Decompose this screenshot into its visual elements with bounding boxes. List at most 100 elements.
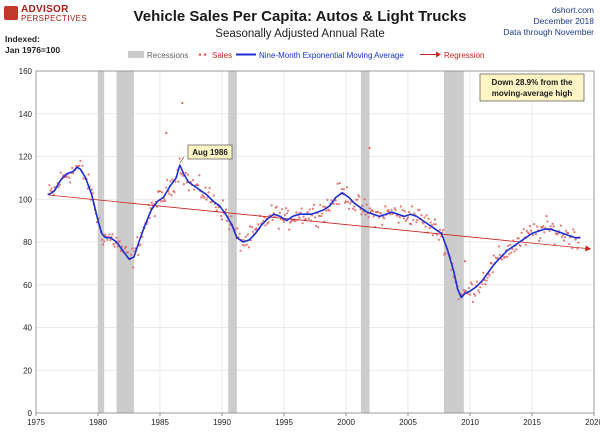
sales-dot-66 xyxy=(115,236,118,239)
sales-dot-261 xyxy=(317,226,320,229)
sales-dot-353 xyxy=(412,219,415,222)
sales-dot-98 xyxy=(148,217,151,220)
sales-dot-23 xyxy=(71,166,74,169)
sales-dot-87 xyxy=(137,253,140,256)
sales-dot-291 xyxy=(348,207,351,210)
sales-dot-359 xyxy=(418,208,421,211)
sales-dot-244 xyxy=(299,211,302,214)
chart-subtitle: Seasonally Adjusted Annual Rate xyxy=(215,28,385,40)
x-tick-label-4: 1995 xyxy=(275,418,293,427)
sales-dot-258 xyxy=(313,216,317,219)
sales-dot-69 xyxy=(118,240,121,243)
y-tick-label-1: 20 xyxy=(23,366,32,375)
sales-dot-473 xyxy=(536,225,539,228)
sales-dot-497 xyxy=(560,236,564,239)
sales-dot-279 xyxy=(335,203,338,206)
sales-dot-354 xyxy=(413,212,416,215)
sales-dot-208 xyxy=(262,219,265,222)
regression-line xyxy=(48,194,586,249)
sales-dot-472 xyxy=(535,233,538,236)
sales-dot-247 xyxy=(302,215,305,218)
moving-average-line xyxy=(47,164,581,299)
sales-dot-213 xyxy=(267,221,270,224)
annotation-aug-1986-text: Aug 1986 xyxy=(192,148,228,157)
sales-dot-458 xyxy=(520,231,523,234)
sales-dot-12 xyxy=(59,171,62,174)
sales-dot-109 xyxy=(159,200,163,203)
sales-dot-113 xyxy=(164,199,167,203)
sales-dot-129 xyxy=(180,172,183,176)
sales-dot-240 xyxy=(295,211,298,214)
sales-dot-375 xyxy=(434,223,437,226)
sales-dot-67 xyxy=(116,245,119,248)
logo-mark-icon xyxy=(4,6,18,20)
sales-dot-141 xyxy=(193,188,196,191)
sales-dot-198 xyxy=(251,230,255,233)
legend-recessions-swatch xyxy=(128,51,144,58)
sales-dot-344 xyxy=(402,217,405,220)
sales-dot-508 xyxy=(572,228,575,231)
sales-dot-346 xyxy=(404,219,407,222)
sales-dot-404 xyxy=(464,289,467,292)
sales-dot-272 xyxy=(328,209,331,212)
sales-dot-390 xyxy=(450,268,453,271)
sales-dot-266 xyxy=(322,205,325,208)
sales-dot-290 xyxy=(347,200,350,203)
sales-dot-70 xyxy=(119,249,122,252)
sales-dot-252 xyxy=(307,217,310,220)
sales-dot-397 xyxy=(457,298,460,301)
sales-dot-53 xyxy=(102,243,105,246)
sales-dot-363 xyxy=(422,222,425,225)
sales-dot-485 xyxy=(548,229,551,232)
sales-dot-480 xyxy=(543,231,546,234)
sales-dot-449 xyxy=(511,247,514,251)
sales-dot-168 xyxy=(220,218,224,221)
sales-dot-185 xyxy=(238,232,241,235)
recession-band-4 xyxy=(443,71,464,413)
sales-dot-417 xyxy=(478,291,481,294)
sales-dot-228 xyxy=(282,220,286,223)
sales-dot-518 xyxy=(463,260,467,263)
recession-band-1 xyxy=(116,71,134,413)
sales-dot-86 xyxy=(136,236,139,239)
sales-dot-34 xyxy=(82,177,85,180)
sales-dot-361 xyxy=(420,214,423,217)
sales-dot-223 xyxy=(277,227,280,230)
sales-dot-467 xyxy=(529,229,533,232)
sales-dot-488 xyxy=(551,222,554,225)
sales-dot-235 xyxy=(290,220,293,223)
y-tick-label-6: 120 xyxy=(19,153,33,162)
sales-dot-462 xyxy=(524,243,527,246)
sales-dot-451 xyxy=(513,250,516,253)
sales-dot-416 xyxy=(477,289,480,292)
sales-dot-232 xyxy=(287,209,290,212)
sales-dot-503 xyxy=(567,231,570,235)
x-tick-label-8: 2015 xyxy=(523,418,541,427)
annotation-decline-box xyxy=(479,73,585,102)
y-tick-label-8: 160 xyxy=(19,67,33,76)
sales-dot-253 xyxy=(308,208,311,211)
sales-dot-496 xyxy=(559,224,563,227)
sales-dot-345 xyxy=(403,210,406,213)
legend-regression-arrow-icon xyxy=(436,51,441,58)
sales-dot-437 xyxy=(498,254,502,257)
sales-dot-278 xyxy=(334,199,337,202)
source-data-through: Data through November xyxy=(503,27,594,37)
sales-dot-352 xyxy=(411,205,414,208)
sales-dot-131 xyxy=(182,183,185,186)
y-tick-label-3: 60 xyxy=(23,281,32,290)
sales-dot-379 xyxy=(438,228,442,231)
sales-dot-281 xyxy=(337,203,340,206)
sales-dot-54 xyxy=(103,240,106,243)
sales-dot-229 xyxy=(283,214,287,217)
sales-dot-10 xyxy=(57,186,60,189)
x-tick-label-3: 1990 xyxy=(213,418,231,427)
sales-dot-226 xyxy=(280,208,283,211)
sales-dot-11 xyxy=(58,183,61,187)
sales-dot-282 xyxy=(338,182,341,185)
sales-dot-343 xyxy=(401,209,404,212)
sales-dot-126 xyxy=(177,180,180,183)
sales-dot-91 xyxy=(141,235,144,238)
sales-dot-431 xyxy=(492,254,495,257)
